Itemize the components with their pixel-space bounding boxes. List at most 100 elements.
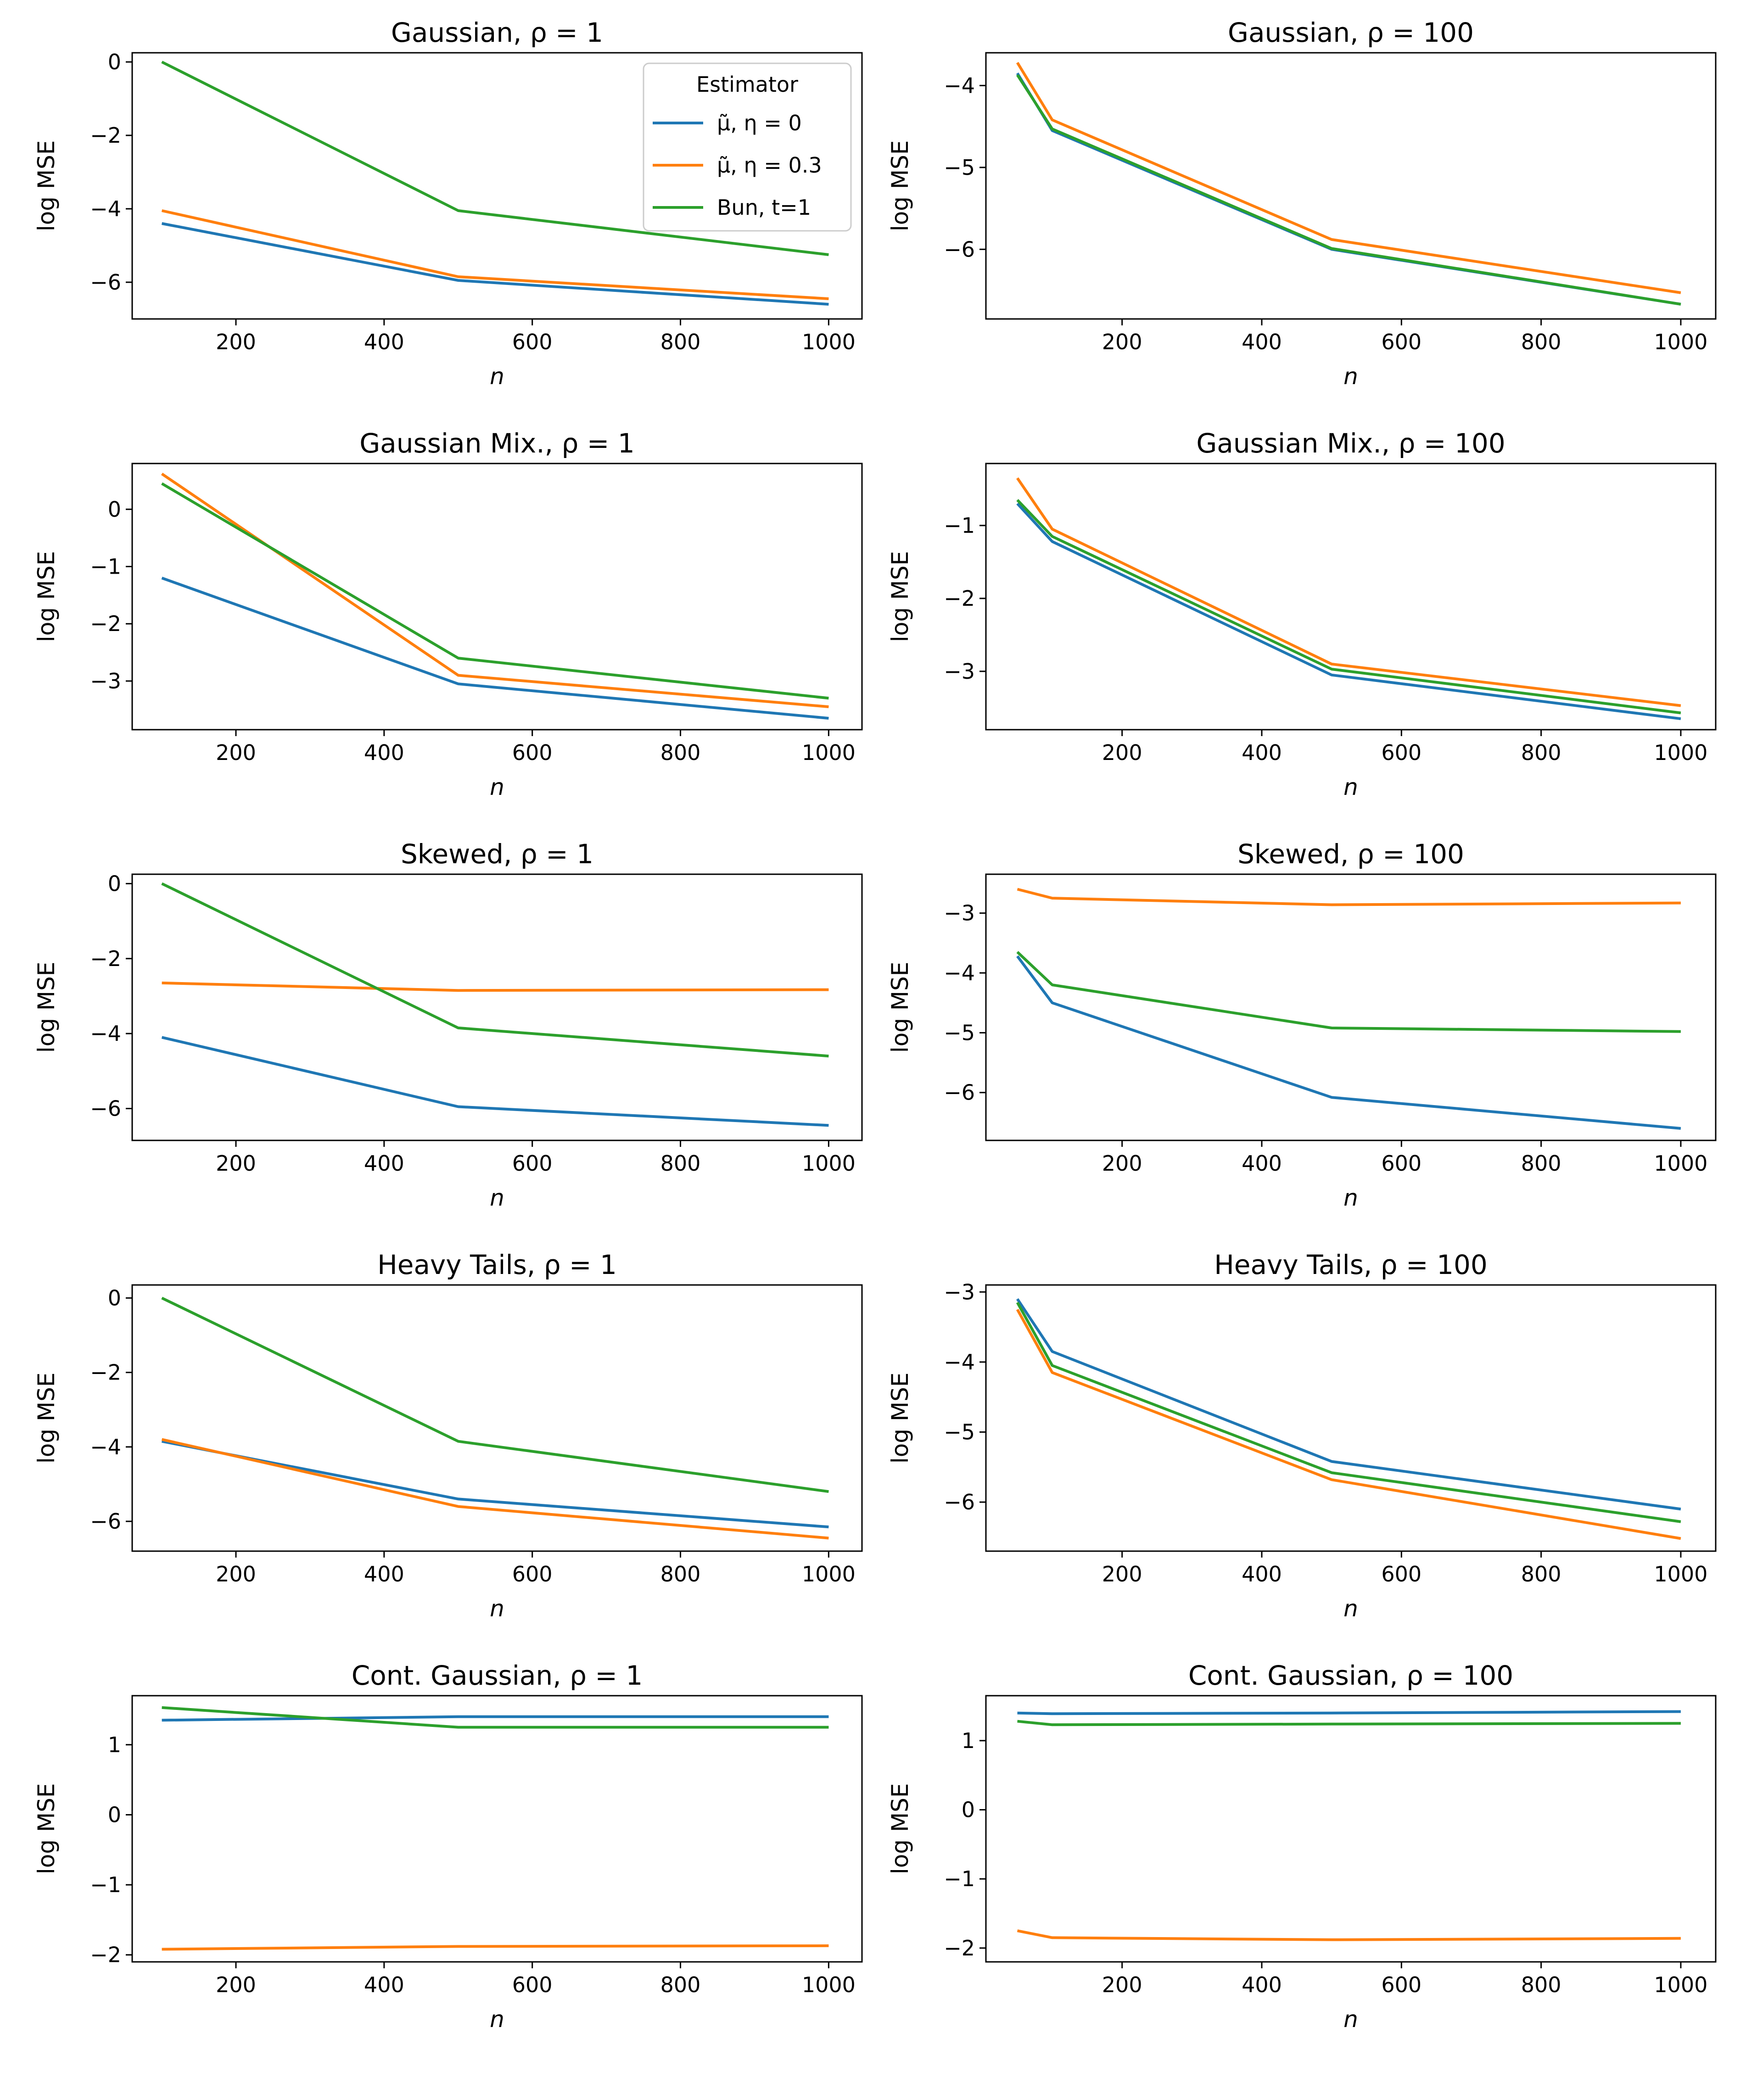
y-tick-label: 1 xyxy=(962,1728,975,1753)
y-axis-label: log MSE xyxy=(887,1373,913,1464)
x-tick-label: 1000 xyxy=(1654,740,1707,765)
plot-frame xyxy=(985,1695,1717,1963)
subplot-title: Skewed, ρ = 1 xyxy=(401,838,593,870)
series-line-3 xyxy=(161,61,829,256)
y-tick-label: −3 xyxy=(944,659,975,684)
series-line-1 xyxy=(1016,1298,1681,1511)
y-tick-label: −3 xyxy=(90,669,121,693)
legend-title: Estimator xyxy=(696,72,798,97)
y-tick-label: −4 xyxy=(90,1435,121,1459)
y-axis-label: log MSE xyxy=(33,140,60,232)
series-line-1 xyxy=(1017,1710,1681,1715)
series-line-2 xyxy=(1017,1929,1681,1941)
x-tick-label: 800 xyxy=(660,1151,701,1176)
subplot-1: Gaussian, ρ = 1 200 400 600 800 1000 0 −2 −4 −6 n l… xyxy=(33,17,863,390)
y-tick-label: −3 xyxy=(944,901,975,926)
y-tick-label: 1 xyxy=(108,1732,121,1757)
x-tick-label: 1000 xyxy=(802,1562,856,1586)
y-tick-label: −2 xyxy=(90,946,121,971)
y-tick-label: 0 xyxy=(108,497,121,522)
series-line-1 xyxy=(162,222,829,306)
series-line-1 xyxy=(162,1440,829,1529)
x-tick-label: 200 xyxy=(216,330,256,354)
x-tick-label: 200 xyxy=(216,1562,256,1586)
x-tick-label: 1000 xyxy=(802,740,856,765)
x-axis-label: n xyxy=(490,1184,504,1211)
x-tick-label: 800 xyxy=(660,740,701,765)
x-tick-label: 800 xyxy=(1521,1972,1561,1997)
x-tick-label: 400 xyxy=(1242,1972,1282,1997)
series-line-2 xyxy=(1017,888,1681,906)
y-tick-label: −6 xyxy=(90,270,121,295)
x-axis-label: n xyxy=(490,2006,504,2033)
x-axis-label: n xyxy=(1343,774,1358,800)
x-tick-label: 1000 xyxy=(802,330,856,354)
y-tick-label: −4 xyxy=(90,1021,121,1046)
y-tick-label: −2 xyxy=(90,123,121,148)
x-tick-label: 200 xyxy=(1102,1972,1142,1997)
plot-frame xyxy=(985,463,1717,731)
y-tick-label: −2 xyxy=(90,1943,121,1967)
x-tick-label: 600 xyxy=(512,740,553,765)
y-axis-label: log MSE xyxy=(33,1783,60,1875)
series-line-3 xyxy=(1016,1301,1681,1523)
x-tick-label: 1000 xyxy=(1654,1972,1707,1997)
y-tick-label: −3 xyxy=(944,1279,975,1304)
series-line-2 xyxy=(161,209,829,300)
x-tick-label: 600 xyxy=(512,1562,553,1586)
x-axis-label: n xyxy=(490,363,504,390)
series-line-3 xyxy=(1017,1720,1681,1726)
series-line-2 xyxy=(162,981,829,992)
legend-label-1: μ̃, η = 0 xyxy=(717,111,802,135)
x-tick-label: 800 xyxy=(660,330,701,354)
x-tick-label: 800 xyxy=(1521,330,1561,354)
x-tick-label: 200 xyxy=(1102,1562,1142,1586)
subplot-4: Gaussian Mix., ρ = 100 200 400 600 800 1000 −1… xyxy=(887,428,1717,800)
y-tick-label: −5 xyxy=(944,155,975,180)
x-tick-label: 200 xyxy=(216,740,256,765)
x-tick-label: 400 xyxy=(1242,740,1282,765)
series-line-1 xyxy=(161,1036,829,1127)
y-axis-label: log MSE xyxy=(33,551,60,642)
x-tick-label: 800 xyxy=(660,1972,701,1997)
subplot-title: Heavy Tails, ρ = 1 xyxy=(377,1249,617,1280)
y-tick-label: 0 xyxy=(108,1285,121,1310)
plot-frame xyxy=(131,1284,863,1552)
x-axis-label: n xyxy=(1343,1595,1358,1622)
series-line-2 xyxy=(161,1438,829,1540)
x-tick-label: 400 xyxy=(364,740,404,765)
x-tick-label: 400 xyxy=(364,1562,404,1586)
x-tick-label: 400 xyxy=(1242,330,1282,354)
x-tick-label: 800 xyxy=(1521,1151,1561,1176)
y-axis-label: log MSE xyxy=(887,1783,913,1875)
x-tick-label: 200 xyxy=(1102,330,1142,354)
subplot-2: Gaussian, ρ = 100 200 400 600 800 1000 −4 −5 −6 n… xyxy=(887,17,1717,390)
x-tick-label: 800 xyxy=(660,1562,701,1586)
x-tick-label: 600 xyxy=(1381,740,1421,765)
series-line-3 xyxy=(1016,499,1681,715)
y-tick-label: 0 xyxy=(962,1798,975,1822)
x-tick-label: 1000 xyxy=(1654,1151,1707,1176)
y-tick-label: 0 xyxy=(108,50,121,74)
y-tick-label: −4 xyxy=(944,73,975,98)
subplot-7: Heavy Tails, ρ = 1 200 400 600 800 1000 0 −2 −4 −… xyxy=(33,1249,863,1622)
x-tick-label: 600 xyxy=(512,330,553,354)
plot-frame xyxy=(131,873,863,1141)
legend-label-2: μ̃, η = 0.3 xyxy=(717,153,822,178)
x-tick-label: 600 xyxy=(512,1151,553,1176)
legend: Estimator μ̃, η = 0 μ̃, η = 0.3 Bun, t=1 xyxy=(643,62,852,232)
series-line-3 xyxy=(1016,951,1681,1033)
y-tick-label: 0 xyxy=(108,871,121,896)
y-tick-label: −2 xyxy=(944,586,975,611)
x-axis-label: n xyxy=(1343,1184,1358,1211)
y-tick-label: −5 xyxy=(944,1420,975,1445)
y-tick-label: −5 xyxy=(944,1020,975,1045)
plot-frame xyxy=(131,1695,863,1963)
series-line-3 xyxy=(161,1296,829,1493)
series-line-1 xyxy=(1016,503,1681,720)
x-tick-label: 800 xyxy=(1521,740,1561,765)
subplot-title: Cont. Gaussian, ρ = 1 xyxy=(352,1660,643,1691)
subplot-title: Cont. Gaussian, ρ = 100 xyxy=(1188,1660,1513,1691)
x-tick-label: 1000 xyxy=(1654,1562,1707,1586)
x-axis-label: n xyxy=(490,1595,504,1622)
